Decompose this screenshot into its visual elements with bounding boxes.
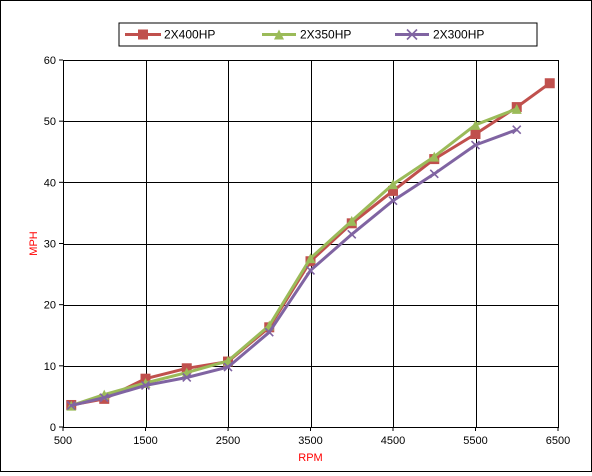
x-tick-label: 3500 bbox=[298, 435, 322, 447]
data-point-2x400hp bbox=[470, 129, 481, 140]
series-layer bbox=[66, 78, 555, 411]
y-tick-label: 50 bbox=[44, 116, 56, 128]
x-tick-label: 500 bbox=[54, 435, 72, 447]
y-tick-label: 40 bbox=[44, 177, 56, 189]
data-point-2x300hp bbox=[99, 393, 109, 403]
data-point-2x400hp bbox=[388, 185, 398, 196]
data-point-2x350hp bbox=[346, 215, 357, 226]
x-tick-label: 4500 bbox=[381, 435, 405, 447]
data-point-2x300hp bbox=[470, 140, 481, 150]
data-point-2x300hp bbox=[512, 125, 522, 135]
data-point-2x300hp bbox=[388, 196, 398, 206]
x-tick-label: 6500 bbox=[546, 435, 570, 447]
legend-x-marker-icon bbox=[406, 28, 418, 41]
data-point-2x300hp bbox=[429, 169, 439, 179]
data-point-2x300hp bbox=[182, 372, 192, 383]
data-point-2x350hp bbox=[470, 119, 481, 130]
series-line-2x300hp bbox=[70, 128, 518, 408]
data-point-2x350hp bbox=[388, 179, 398, 190]
series-line-2x350hp bbox=[70, 107, 518, 408]
legend-label-2x300hp: 2X300HP bbox=[433, 28, 484, 42]
y-tick-label: 10 bbox=[44, 361, 56, 373]
y-tick-label: 60 bbox=[44, 55, 56, 67]
legend-triangle-marker-icon bbox=[274, 29, 284, 40]
data-point-2x400hp bbox=[544, 78, 555, 89]
legend-item-2x400hp: 2X400HP bbox=[125, 28, 215, 42]
data-point-2x300hp bbox=[264, 327, 274, 337]
plot-area bbox=[63, 60, 558, 427]
legend-item-2x350hp: 2X350HP bbox=[262, 28, 351, 42]
data-point-2x300hp bbox=[223, 362, 233, 372]
y-tick-label: 20 bbox=[44, 300, 56, 312]
data-point-2x300hp bbox=[347, 229, 357, 239]
data-point-2x350hp bbox=[429, 151, 440, 162]
data-point-2x350hp bbox=[511, 103, 522, 114]
x-axis-label: RPM bbox=[298, 452, 322, 464]
legend: 2X400HP 2X350HP 2X300HP bbox=[118, 22, 538, 47]
data-point-2x300hp bbox=[66, 401, 76, 411]
x-tick-label: 1500 bbox=[133, 435, 157, 447]
x-tick-label: 5500 bbox=[463, 435, 487, 447]
legend-box bbox=[118, 22, 538, 47]
y-axis-label: MPH bbox=[28, 231, 40, 256]
data-point-2x300hp bbox=[140, 380, 151, 390]
data-point-2x300hp bbox=[305, 265, 316, 275]
data-point-2x350hp bbox=[305, 253, 316, 264]
legend-square-marker-icon bbox=[138, 29, 148, 40]
legend-item-2x300hp: 2X300HP bbox=[395, 28, 484, 42]
y-tick-label: 30 bbox=[44, 239, 56, 251]
y-tick-label: 0 bbox=[50, 422, 56, 434]
tick-labels: 500 1500 2500 3500 4500 5500 6500 0 10 20 30 40 50 60 bbox=[44, 55, 570, 447]
legend-label-2x400hp: 2X400HP bbox=[164, 28, 215, 42]
series-2x300hp bbox=[66, 125, 522, 411]
legend-label-2x350hp: 2X350HP bbox=[300, 28, 351, 42]
x-tick-label: 2500 bbox=[216, 435, 240, 447]
